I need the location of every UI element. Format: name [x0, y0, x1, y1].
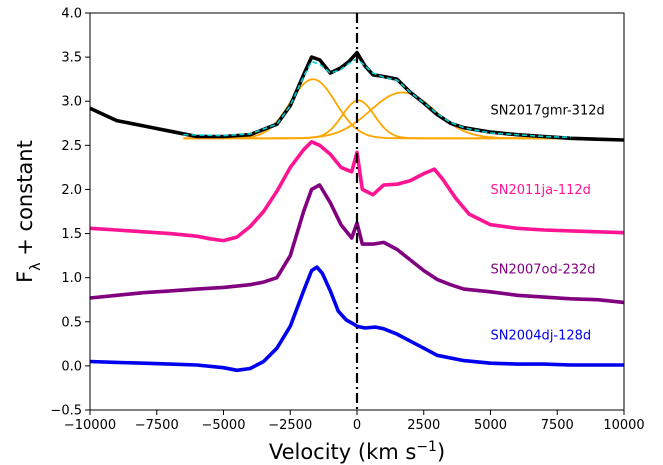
series-line-sn2017gmr-312d	[89, 50, 625, 142]
x-axis-label: Velocity (km s−1)	[269, 439, 445, 464]
plot-frame	[89, 12, 625, 411]
y-tick-label: 0.0	[61, 359, 82, 374]
series-label-sn2004dj-128d: SN2004dj-128d	[491, 328, 592, 343]
x-tick-label: 10000	[603, 418, 644, 433]
series-labels: SN2017gmr-312d SN2011ja-112d SN2007od-232d…	[491, 103, 605, 343]
x-tick-label: 7500	[541, 418, 574, 433]
y-tick-label: 0.5	[61, 315, 82, 330]
axis-ticks: −10000 −7500 −5000 −2500 0 2500 5000 7500 10000 −…	[50, 7, 644, 434]
series-label-sn2007od-232d: SN2007od-232d	[491, 262, 596, 277]
y-tick-label: 2.0	[61, 183, 82, 198]
x-tick-label: 0	[353, 418, 361, 433]
plot-lines	[89, 13, 625, 410]
y-tick-label: 4.0	[61, 7, 82, 22]
fit-component-3	[183, 91, 571, 140]
y-tick-label: 1.0	[61, 271, 82, 286]
fit-total-line	[183, 58, 571, 139]
x-tick-label: −7500	[135, 418, 179, 433]
y-tick-label: 1.5	[61, 227, 82, 242]
y-tick-label: 3.0	[61, 95, 82, 110]
x-tick-label: 2500	[407, 418, 440, 433]
series-label-sn2017gmr-312d: SN2017gmr-312d	[491, 103, 605, 118]
y-tick-label: −0.5	[50, 404, 82, 419]
x-tick-label: 5000	[474, 418, 507, 433]
x-tick-label: −10000	[64, 418, 116, 433]
y-tick-label: 3.5	[61, 51, 82, 66]
series-line-sn2011ja-112d	[89, 140, 625, 243]
series-line-sn2007od-232d	[89, 183, 625, 305]
x-tick-label: −5000	[202, 418, 246, 433]
y-axis-label: Fλ + constant	[13, 140, 44, 283]
y-tick-label: 2.5	[61, 139, 82, 154]
x-tick-label: −2500	[268, 418, 312, 433]
series-line-sn2004dj-128d	[89, 265, 624, 373]
series-label-sn2011ja-112d: SN2011ja-112d	[491, 183, 591, 198]
